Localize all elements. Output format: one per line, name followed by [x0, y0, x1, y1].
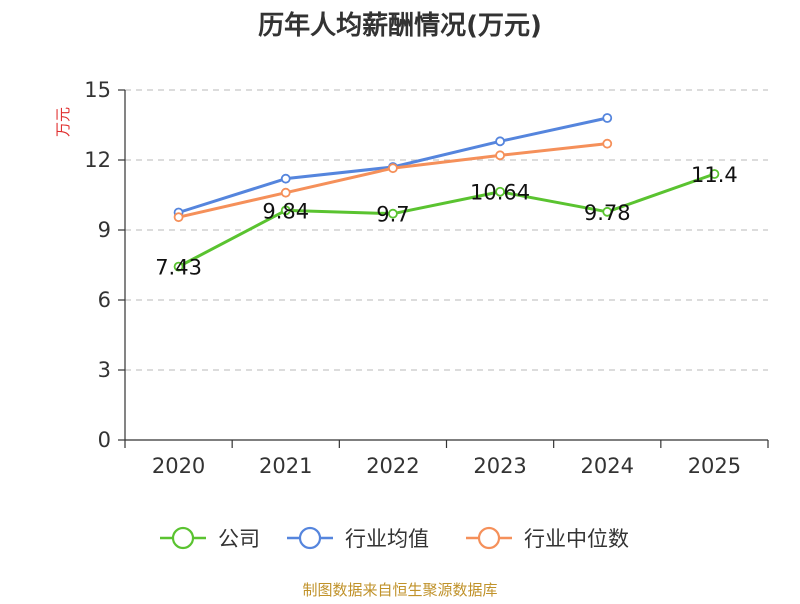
x-tick-label: 2022	[366, 454, 419, 478]
legend-item[interactable]: 行业中位数	[466, 526, 629, 551]
y-axis-label: 万元	[54, 107, 72, 137]
y-tick-label: 9	[98, 218, 111, 242]
data-point[interactable]	[280, 205, 291, 216]
series-line	[177, 172, 715, 268]
x-tick-label: 2020	[152, 454, 205, 478]
data-point[interactable]	[495, 150, 505, 161]
data-point[interactable]	[280, 173, 291, 184]
x-tick-label: 2025	[688, 454, 741, 478]
legend-label: 行业中位数	[524, 527, 629, 551]
data-point[interactable]	[709, 169, 720, 179]
data-label: 9.7	[376, 203, 409, 227]
grid-lines	[125, 89, 768, 371]
y-tick-label: 3	[98, 358, 111, 382]
axes: 0 3 6 9 12 15 2020 2021 2022 2023 2024 2025	[84, 78, 769, 478]
data-labels: 7.43 9.84 9.7 10.64 9.78 11.4	[155, 163, 738, 280]
x-tick-label: 2021	[259, 454, 312, 478]
legend-item[interactable]: 行业均值	[287, 526, 429, 551]
data-point[interactable]	[602, 113, 613, 123]
data-source-note: 制图数据来自恒生聚源数据库	[302, 581, 497, 599]
y-tick-label: 6	[98, 288, 111, 312]
y-tick-label: 12	[84, 148, 111, 172]
data-point[interactable]	[388, 163, 398, 174]
legend-marker-icon	[298, 526, 322, 550]
y-tick-label: 0	[98, 428, 111, 452]
legend-marker-icon	[171, 526, 195, 550]
data-point[interactable]	[173, 261, 184, 272]
legend-label: 公司	[218, 527, 260, 551]
data-point[interactable]	[173, 212, 184, 223]
legend-item[interactable]: 公司	[160, 526, 260, 551]
data-point[interactable]	[602, 206, 613, 217]
series-lines	[173, 113, 720, 272]
data-label: 10.64	[470, 181, 530, 205]
data-point[interactable]	[602, 138, 613, 149]
data-label: 9.78	[584, 201, 631, 225]
data-point[interactable]	[495, 136, 505, 147]
data-label: 7.43	[155, 256, 202, 280]
legend-marker-icon	[477, 526, 501, 550]
data-label: 11.4	[691, 163, 738, 187]
series-2	[173, 138, 613, 223]
data-point[interactable]	[280, 187, 291, 198]
x-tick-label: 2023	[473, 454, 526, 478]
legend-label: 行业均值	[345, 527, 429, 551]
data-point[interactable]	[388, 208, 398, 219]
x-tick-label: 2024	[581, 454, 634, 478]
data-label: 9.84	[262, 199, 309, 223]
y-tick-label: 15	[84, 78, 111, 102]
chart-title: 历年人均薪酬情况(万元)	[258, 10, 542, 41]
legend[interactable]: 公司 行业均值 行业中位数	[160, 526, 629, 551]
series-0	[173, 169, 720, 272]
data-point[interactable]	[495, 186, 505, 197]
